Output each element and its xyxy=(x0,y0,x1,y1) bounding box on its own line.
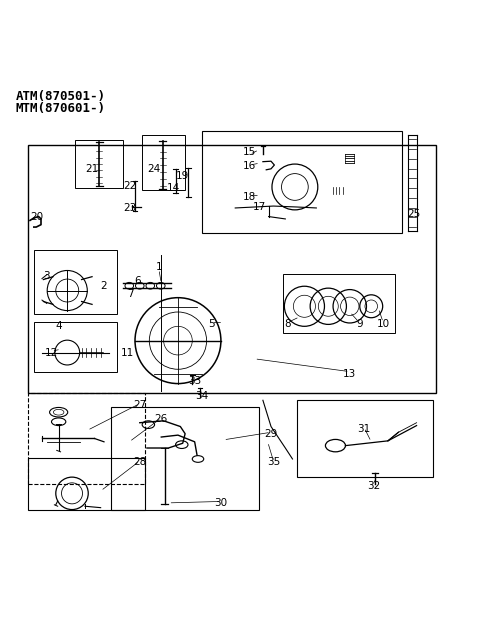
Text: 32: 32 xyxy=(367,481,380,491)
Bar xyxy=(297,400,433,477)
Text: 3: 3 xyxy=(43,271,50,281)
Text: 17: 17 xyxy=(252,202,266,212)
Text: 30: 30 xyxy=(215,498,228,508)
Bar xyxy=(28,393,144,484)
Text: 21: 21 xyxy=(85,164,99,174)
Bar xyxy=(75,140,123,188)
Text: 24: 24 xyxy=(147,164,161,174)
Text: MTM(870601-): MTM(870601-) xyxy=(16,102,106,115)
Text: 27: 27 xyxy=(133,400,146,410)
Text: 12: 12 xyxy=(45,348,58,358)
Text: 8: 8 xyxy=(285,319,291,329)
Text: 13: 13 xyxy=(343,369,356,379)
Text: 6: 6 xyxy=(134,276,141,286)
Text: 7: 7 xyxy=(127,289,133,299)
Bar xyxy=(28,145,436,393)
Text: 33: 33 xyxy=(188,376,201,386)
Text: 14: 14 xyxy=(167,183,180,193)
Text: 5: 5 xyxy=(208,319,215,329)
Bar xyxy=(111,407,259,510)
Text: 16: 16 xyxy=(243,162,256,172)
Text: 11: 11 xyxy=(121,348,134,358)
Text: 20: 20 xyxy=(31,212,44,222)
Text: 9: 9 xyxy=(356,319,362,329)
Text: 34: 34 xyxy=(195,391,208,401)
Text: 23: 23 xyxy=(124,203,137,213)
Text: 25: 25 xyxy=(408,209,421,219)
Bar xyxy=(202,130,402,233)
Text: 29: 29 xyxy=(264,429,277,439)
Text: 28: 28 xyxy=(133,457,146,467)
Text: 10: 10 xyxy=(377,319,390,329)
Bar xyxy=(34,321,117,372)
Bar xyxy=(34,250,117,314)
Text: 1: 1 xyxy=(156,261,162,271)
Text: 15: 15 xyxy=(243,147,256,157)
Bar xyxy=(28,457,144,510)
Text: 18: 18 xyxy=(243,192,256,202)
Text: 35: 35 xyxy=(267,457,280,467)
Text: 19: 19 xyxy=(176,171,189,181)
Text: 26: 26 xyxy=(155,414,168,424)
Text: 31: 31 xyxy=(358,424,371,434)
Text: 2: 2 xyxy=(101,281,108,291)
Text: 4: 4 xyxy=(55,321,62,331)
Text: 22: 22 xyxy=(124,180,137,190)
Bar xyxy=(283,274,395,333)
Text: ATM(870501-): ATM(870501-) xyxy=(16,90,106,103)
Bar xyxy=(142,135,185,190)
